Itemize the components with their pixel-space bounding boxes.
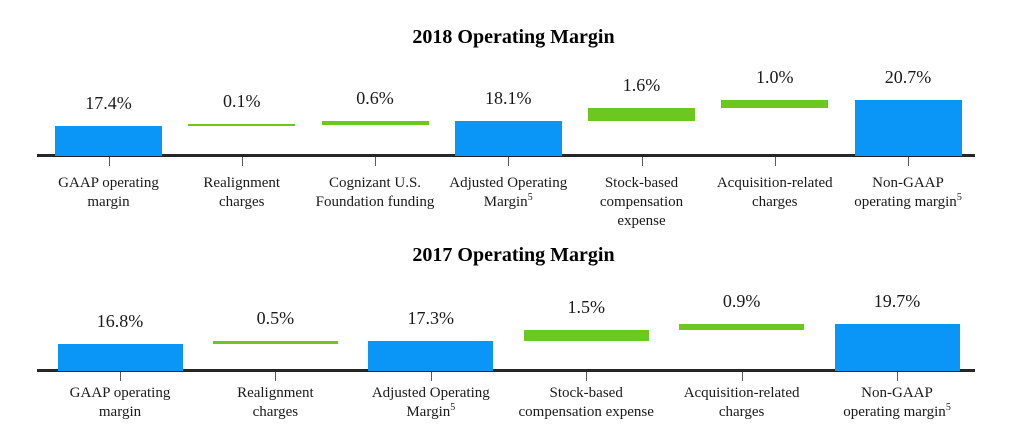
delta-bar-cognizant-u-s-foundation-funding [321,120,429,126]
axis-tick-non-gaap-operating-margin5 [897,372,898,381]
footnote-superscript: 5 [450,402,456,413]
category-label-stock-based-compensation-expense: Stock-based compensation expense [518,385,654,420]
axis-tick-gaap-operating-margin [120,372,121,381]
total-bar-gaap-operating-margin [55,126,162,156]
delta-bar-acquisition-related-charges [721,100,829,108]
footnote-superscript: 5 [945,402,951,413]
category-label-gaap-operating-margin: GAAP operating margin [58,175,159,210]
value-label-cognizant-u-s-foundation-funding: 0.6% [356,87,394,108]
value-label-stock-based-compensation-expense: 1.6% [622,74,661,95]
axis-tick-cognizant-u-s-foundation-funding [375,157,376,166]
value-label-realignment-charges: 0.5% [256,307,295,328]
delta-bar-stock-based-compensation-expense [588,107,695,121]
axis-tick-gaap-operating-margin [108,157,110,166]
delta-bar-stock-based-compensation-expense [523,330,649,341]
value-label-stock-based-compensation-expense: 1.5% [567,297,605,318]
delta-bar-realignment-charges [212,340,338,345]
category-label-stock-based-compensation-expense: Stock-based compensation expense [599,175,684,229]
axis-tick-stock-based-compensation-expense [641,157,643,166]
category-label-realignment-charges: Realignment charges [237,385,314,420]
category-label-realignment-charges: Realignment charges [203,175,281,210]
chart-title-2017: 2017 Operating Margin [412,244,615,266]
footnote-superscript: 5 [956,192,962,203]
axis-tick-acquisition-related-charges [774,157,776,166]
value-label-adjusted-operating-margin5: 17.3% [407,307,455,328]
value-label-adjusted-operating-margin5: 18.1% [485,87,532,108]
total-bar-adjusted-operating-margin5 [368,340,494,371]
total-bar-adjusted-operating-margin5 [454,120,562,156]
footnote-superscript: 5 [527,192,533,203]
axis-tick-adjusted-operating-margin5 [508,157,510,166]
axis-tick-adjusted-operating-margin5 [430,372,432,381]
delta-bar-realignment-charges [188,124,296,127]
axis-tick-non-gaap-operating-margin5 [908,157,909,166]
axis-tick-realignment-charges [241,157,243,166]
value-label-gaap-operating-margin: 16.8% [96,311,144,332]
chart-title-2018: 2018 Operating Margin [412,26,615,48]
category-label-adjusted-operating-margin5: Adjusted Operating Margin5 [449,175,568,210]
total-bar-non-gaap-operating-margin5 [834,323,960,371]
category-label-acquisition-related-charges: Acquisition-related charges [683,385,800,420]
value-label-acquisition-related-charges: 0.9% [722,290,761,311]
x-axis-line [37,369,975,372]
category-label-cognizant-u-s-foundation-funding: Cognizant U.S. Foundation funding [315,175,435,210]
category-label-gaap-operating-margin: GAAP operating margin [69,385,171,420]
axis-tick-stock-based-compensation-expense [586,372,588,381]
value-label-acquisition-related-charges: 1.0% [756,67,794,88]
delta-bar-acquisition-related-charges [679,323,805,331]
category-label-non-gaap-operating-margin5: Non-GAAP operating margin5 [843,385,951,420]
total-bar-non-gaap-operating-margin5 [854,100,962,156]
axis-tick-acquisition-related-charges [741,372,743,381]
value-label-realignment-charges: 0.1% [223,91,261,112]
total-bar-gaap-operating-margin [57,344,183,371]
category-label-acquisition-related-charges: Acquisition-related charges [716,175,833,210]
value-label-non-gaap-operating-margin5: 20.7% [884,67,932,88]
category-label-adjusted-operating-margin5: Adjusted Operating Margin5 [371,385,490,420]
value-label-gaap-operating-margin: 17.4% [85,93,132,114]
value-label-non-gaap-operating-margin5: 19.7% [873,290,921,311]
category-label-non-gaap-operating-margin5: Non-GAAP operating margin5 [854,175,962,210]
axis-tick-realignment-charges [275,372,277,381]
